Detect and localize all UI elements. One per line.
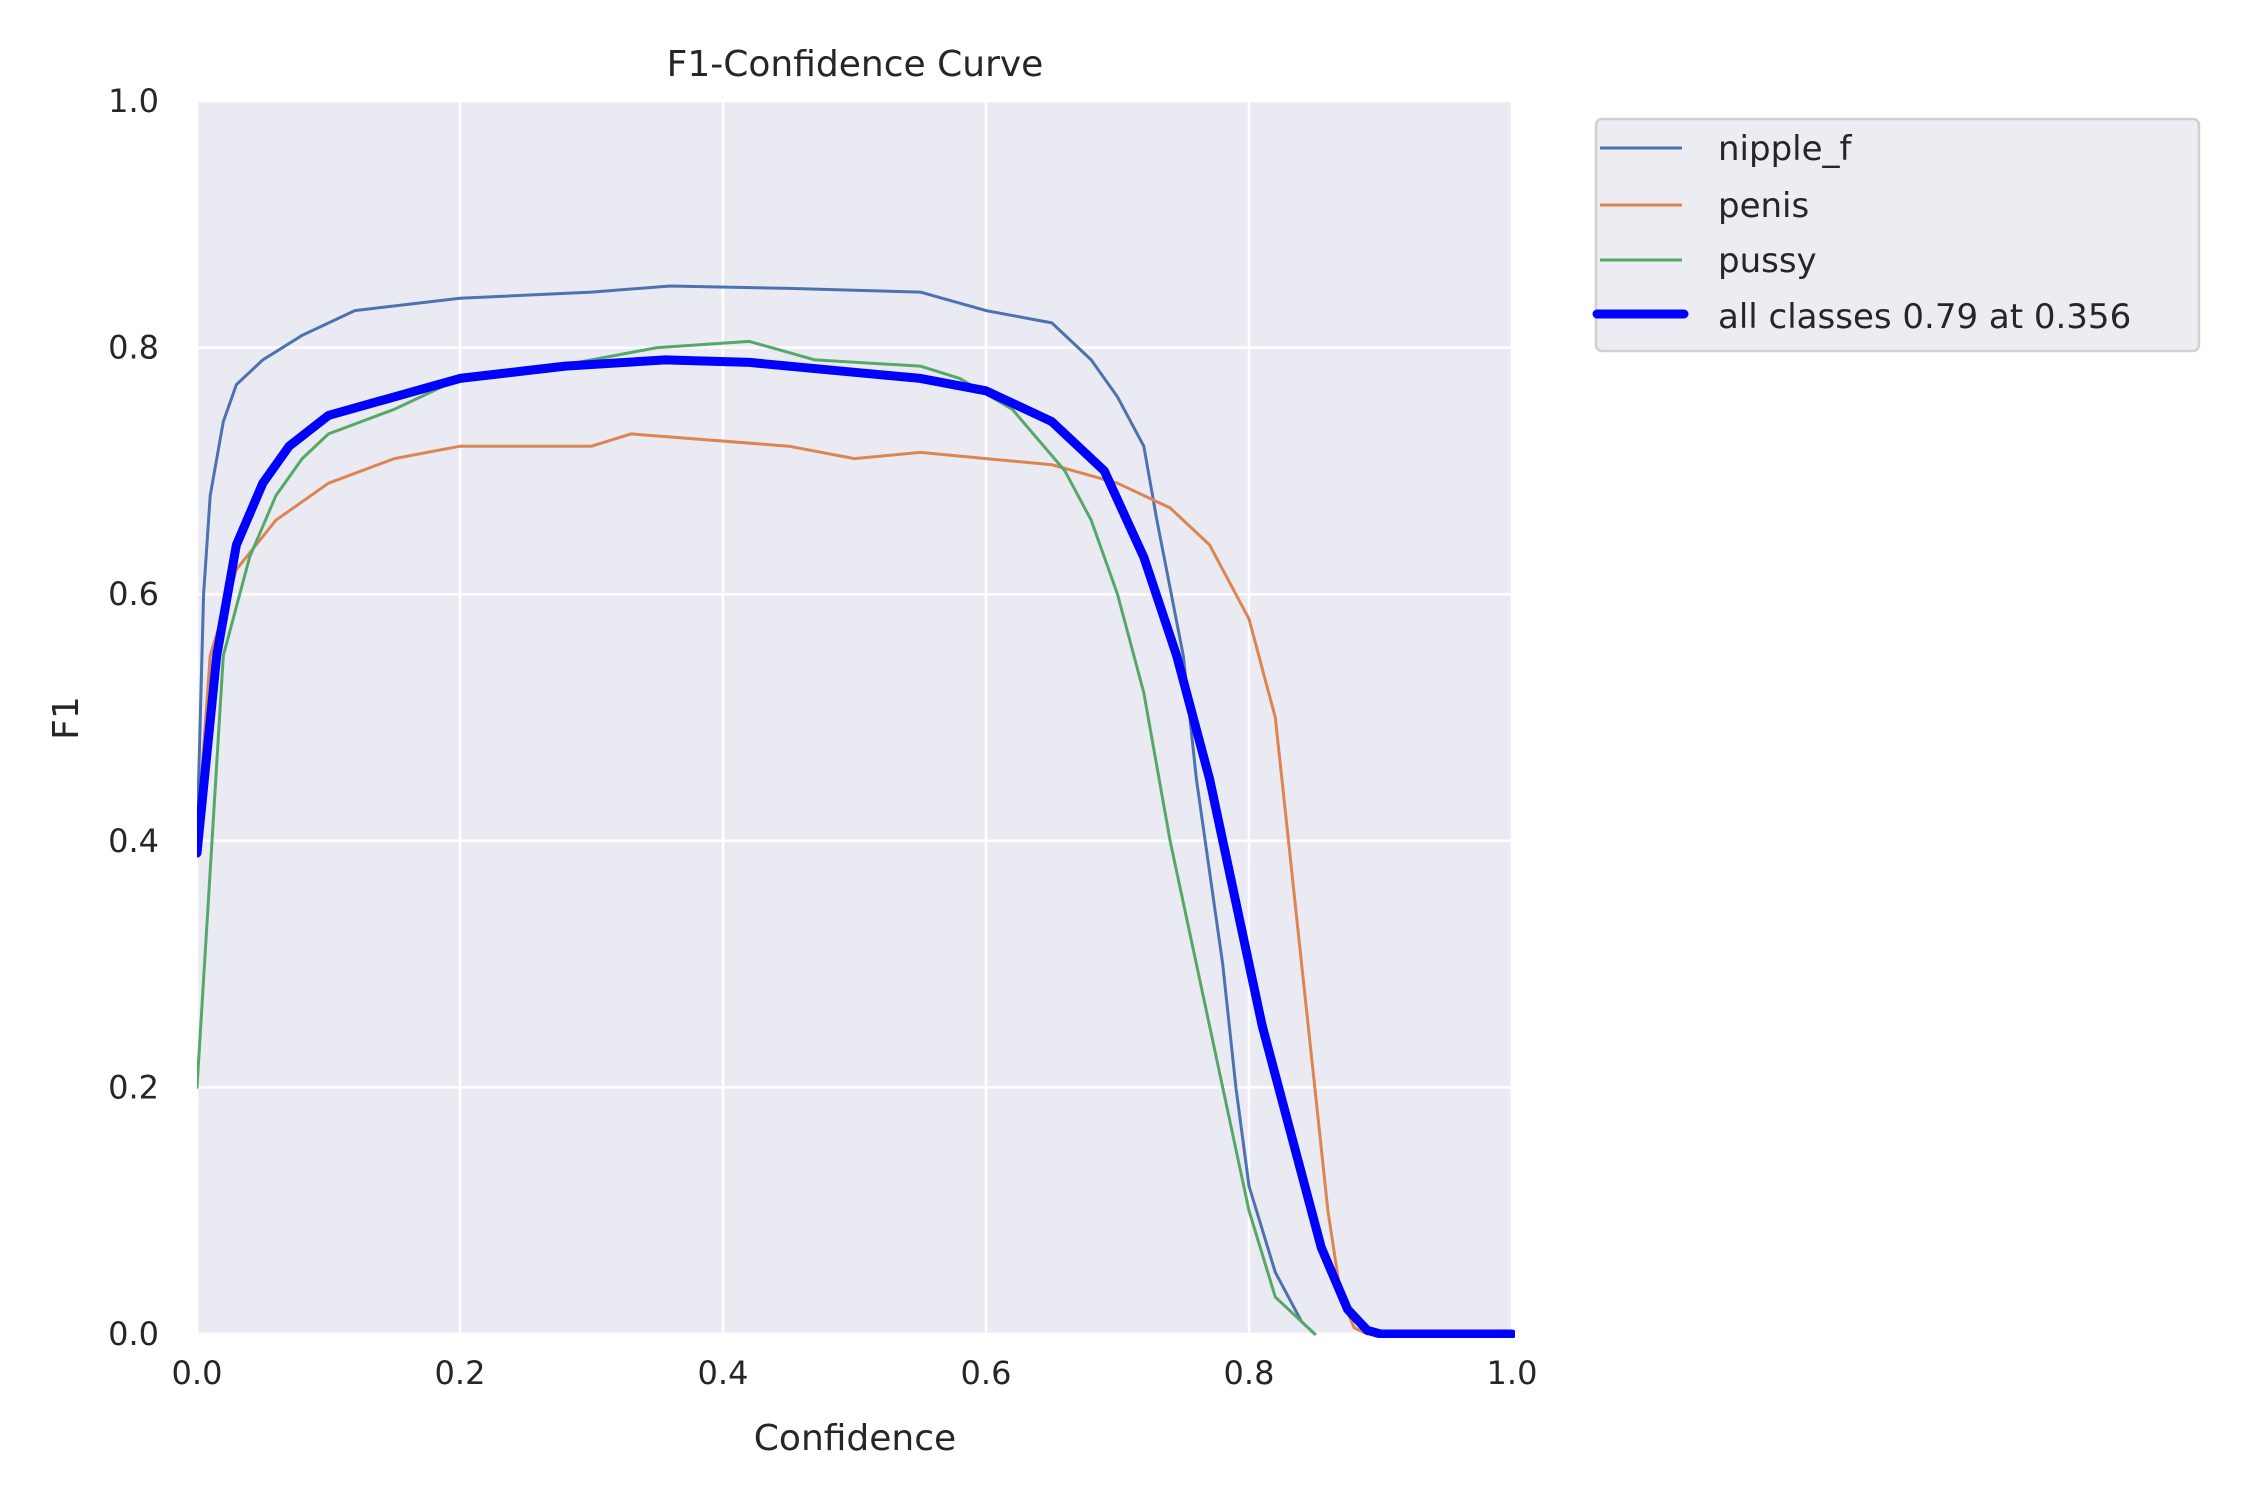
legend-label-nipple-f: nipple_f	[1718, 129, 1853, 169]
legend-label-all-classes: all classes 0.79 at 0.356	[1718, 297, 2131, 337]
x-tick-label: 0.4	[698, 1354, 749, 1392]
x-tick-label: 0.8	[1224, 1354, 1275, 1392]
series-line-pussy	[197, 339, 1317, 1336]
series-line-penis	[197, 432, 1369, 1336]
x-tick-label: 0.2	[435, 1354, 486, 1392]
series-line-nipple-f	[197, 284, 1317, 1336]
y-axis-label: F1	[46, 696, 87, 740]
grid-lines	[195, 99, 1514, 1336]
x-axis-ticks: 0.0 0.2 0.4 0.6 0.8 1.0	[172, 1354, 1538, 1392]
x-tick-label: 0.6	[961, 1354, 1012, 1392]
y-tick-label: 0.4	[108, 822, 159, 860]
legend-box	[1594, 117, 2201, 353]
legend-label-pussy: pussy	[1718, 241, 1817, 281]
y-tick-label: 0.0	[108, 1315, 159, 1353]
x-axis-label: Confidence	[754, 1418, 956, 1459]
x-tick-label: 1.0	[1487, 1354, 1538, 1392]
chart-title: F1-Confidence Curve	[667, 44, 1044, 85]
y-axis-ticks: 0.0 0.2 0.4 0.6 0.8 1.0	[108, 82, 159, 1353]
y-tick-label: 1.0	[108, 82, 159, 120]
y-tick-label: 0.2	[108, 1068, 159, 1106]
x-tick-label: 0.0	[172, 1354, 223, 1392]
legend-label-penis: penis	[1718, 186, 1809, 226]
series-lines	[197, 284, 1515, 1338]
series-line-all	[197, 355, 1515, 1338]
y-tick-label: 0.8	[108, 329, 159, 367]
y-tick-label: 0.6	[108, 575, 159, 613]
legend: nipple_f penis pussy all classes 0.79 at…	[1592, 117, 2201, 353]
plot-area	[197, 101, 1512, 1334]
